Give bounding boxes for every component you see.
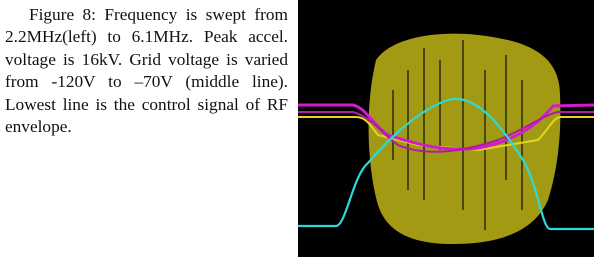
page: Figure 8: Frequency is swept from 2.2MHz…: [0, 0, 594, 257]
figure-caption: Figure 8: Frequency is swept from 2.2MHz…: [5, 4, 288, 138]
oscilloscope-image: [298, 0, 594, 257]
